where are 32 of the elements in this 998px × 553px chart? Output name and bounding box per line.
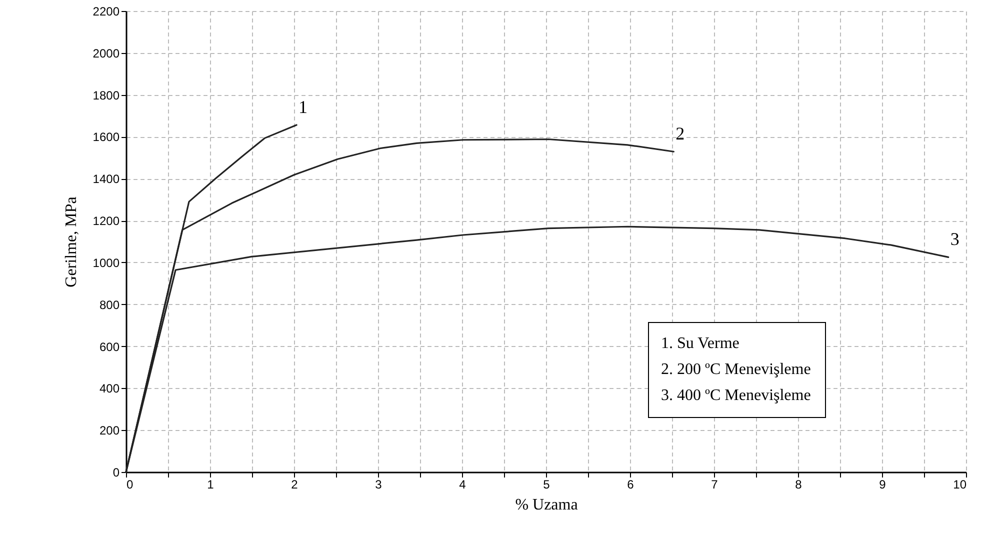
text-box: 1. Su Verme 2. 200 ºC Menevişleme 3. 400 ºC Menevişleme	[648, 322, 826, 418]
x-axis-title: % Uzama	[515, 496, 578, 514]
x-tick-label: 3	[375, 478, 382, 492]
y-tick-label: 0	[112, 466, 120, 480]
x-tick-label: 1	[207, 478, 214, 492]
y-tick-label: 800	[99, 298, 120, 312]
y-tick-label: 1000	[92, 256, 120, 270]
y-tick-label: 600	[99, 340, 120, 354]
annotation: 2. 200 ºC Menevişleme	[661, 360, 811, 380]
x-tick-label: 6	[627, 478, 634, 492]
series-label: 2	[676, 124, 685, 144]
x-tick-label: 0	[126, 478, 134, 492]
annotation: 1. Su Verme	[661, 334, 740, 354]
y-tick-label: 400	[99, 382, 120, 396]
y-tick-label: 2200	[92, 4, 120, 18]
x-tick-label: 8	[795, 478, 802, 492]
y-tick-label: 1200	[92, 214, 120, 228]
y-tick-label: 200	[99, 424, 120, 438]
x-tick-label: 10	[953, 478, 967, 492]
annotation: 3. 400 ºC Menevişleme	[661, 386, 811, 406]
x-tick-label: 5	[543, 478, 550, 492]
y-tick-label: 2000	[92, 46, 120, 60]
series-label: 3	[950, 229, 960, 250]
y-axis-title: Gerilme, MPa	[62, 196, 80, 288]
y-tick-label: 1600	[92, 130, 120, 144]
x-tick-label: 7	[711, 478, 718, 492]
x-tick-label: 4	[459, 478, 466, 492]
x-tick-label: 2	[291, 478, 298, 492]
y-tick-label: 1800	[92, 88, 120, 102]
x-tick-label: 9	[879, 478, 886, 492]
series-label: 1	[298, 96, 308, 117]
y-tick-label: 1400	[92, 172, 120, 186]
